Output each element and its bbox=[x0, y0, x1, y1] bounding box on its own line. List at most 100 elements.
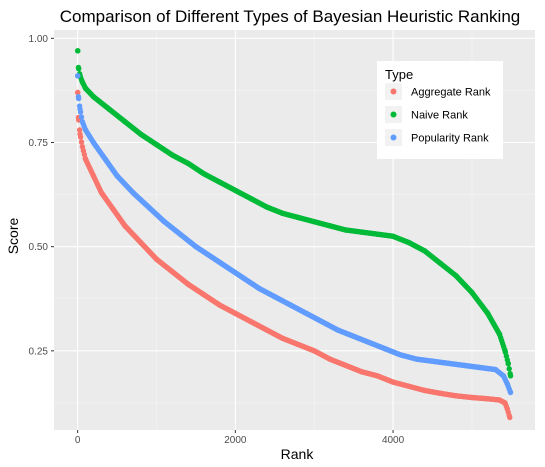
y-tick-label: 1.00 bbox=[29, 34, 49, 45]
data-point bbox=[90, 173, 97, 179]
data-point bbox=[79, 79, 86, 85]
data-point bbox=[437, 260, 444, 267]
data-point bbox=[343, 362, 349, 369]
x-tick-label: 2000 bbox=[224, 435, 247, 446]
data-point bbox=[279, 335, 286, 342]
data-point bbox=[335, 327, 341, 333]
y-axis-title: Score bbox=[5, 218, 21, 255]
data-point bbox=[169, 268, 175, 275]
data-point bbox=[248, 196, 254, 202]
chart-title: Comparison of Different Types of Bayesia… bbox=[60, 7, 521, 26]
data-point bbox=[90, 93, 97, 100]
legend-label: Aggregate Rank bbox=[411, 87, 491, 99]
data-point bbox=[390, 379, 396, 385]
data-point bbox=[77, 106, 83, 112]
data-point bbox=[505, 360, 511, 367]
data-point bbox=[477, 364, 483, 371]
x-tick-label: 0 bbox=[75, 435, 81, 446]
legend-key-swatch bbox=[390, 134, 397, 141]
data-point bbox=[366, 339, 373, 346]
data-point bbox=[287, 302, 294, 308]
data-point bbox=[327, 223, 333, 229]
data-point bbox=[122, 118, 128, 125]
y-tick-label: 0.75 bbox=[29, 138, 49, 149]
data-point bbox=[138, 131, 144, 137]
data-point bbox=[358, 368, 365, 375]
data-point bbox=[209, 254, 215, 260]
x-tick-label: 4000 bbox=[382, 435, 405, 446]
data-point bbox=[153, 256, 160, 262]
data-point bbox=[507, 389, 514, 396]
data-point bbox=[429, 358, 436, 364]
data-point bbox=[382, 346, 388, 352]
legend-key-swatch bbox=[390, 88, 397, 95]
data-point bbox=[201, 291, 207, 298]
data-point bbox=[102, 156, 108, 162]
data-point bbox=[114, 173, 120, 179]
x-axis-ticks: 0 2000 4000 bbox=[75, 430, 405, 446]
data-point bbox=[507, 373, 514, 379]
y-tick-label: 0.50 bbox=[29, 242, 49, 253]
data-point bbox=[79, 143, 86, 150]
data-point bbox=[414, 356, 420, 362]
data-point bbox=[232, 187, 239, 194]
legend-label: Naive Rank bbox=[411, 110, 468, 122]
data-point bbox=[453, 393, 459, 399]
data-point bbox=[445, 360, 451, 367]
data-point bbox=[216, 179, 223, 185]
data-point bbox=[295, 341, 302, 348]
data-point bbox=[161, 218, 168, 225]
data-point bbox=[421, 248, 428, 254]
legend-label: Popularity Rank bbox=[411, 133, 489, 145]
data-point bbox=[343, 227, 349, 233]
data-point bbox=[193, 243, 199, 250]
data-point bbox=[232, 310, 239, 317]
data-point bbox=[492, 366, 499, 373]
data-point bbox=[76, 127, 83, 133]
data-point bbox=[303, 310, 310, 317]
legend-key-swatch bbox=[390, 111, 397, 118]
data-point bbox=[78, 139, 85, 145]
data-point bbox=[421, 387, 428, 394]
data-point bbox=[248, 318, 254, 325]
data-point bbox=[264, 327, 270, 333]
data-point bbox=[502, 348, 508, 354]
data-point bbox=[398, 352, 404, 358]
data-point bbox=[177, 231, 183, 237]
data-point bbox=[484, 310, 491, 317]
data-point bbox=[453, 273, 459, 279]
data-point bbox=[279, 210, 286, 217]
data-point bbox=[78, 114, 85, 120]
data-point bbox=[169, 152, 175, 158]
data-point bbox=[75, 73, 81, 79]
data-point bbox=[240, 275, 246, 281]
data-point bbox=[390, 233, 396, 239]
data-point bbox=[469, 289, 475, 296]
data-point bbox=[106, 106, 112, 112]
data-point bbox=[82, 156, 89, 162]
legend-items: Aggregate Rank Naive Rank Popularity Rank bbox=[385, 83, 491, 146]
data-point bbox=[502, 400, 508, 406]
data-point bbox=[110, 206, 116, 212]
data-point bbox=[272, 293, 278, 300]
series-naive-rank bbox=[75, 48, 514, 379]
data-point bbox=[75, 93, 82, 100]
data-point bbox=[311, 218, 317, 225]
data-point bbox=[98, 189, 105, 196]
data-point bbox=[327, 356, 333, 362]
data-point bbox=[201, 171, 207, 177]
series-popularity-rank bbox=[75, 73, 514, 396]
legend-title: Type bbox=[385, 67, 413, 82]
data-point bbox=[75, 89, 81, 96]
data-point bbox=[504, 381, 511, 387]
data-point bbox=[90, 139, 97, 146]
data-point bbox=[185, 160, 191, 167]
data-point bbox=[75, 48, 81, 54]
data-point bbox=[437, 390, 444, 397]
data-point bbox=[295, 214, 302, 221]
data-point bbox=[122, 223, 128, 229]
data-point bbox=[256, 285, 262, 292]
data-point bbox=[145, 204, 152, 210]
data-point bbox=[496, 397, 503, 403]
x-axis-title: Rank bbox=[281, 446, 315, 462]
